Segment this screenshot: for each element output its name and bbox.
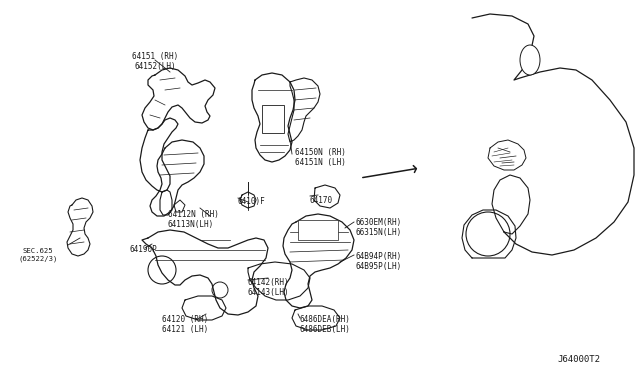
Bar bbox=[262, 105, 284, 133]
Bar bbox=[298, 220, 338, 240]
Text: J64000T2: J64000T2 bbox=[557, 355, 600, 364]
Text: 64190P: 64190P bbox=[130, 245, 157, 254]
Text: 6410)F: 6410)F bbox=[238, 197, 266, 206]
Text: 64150N (RH)
64151N (LH): 64150N (RH) 64151N (LH) bbox=[295, 148, 346, 167]
Text: SEC.625
(62522/3): SEC.625 (62522/3) bbox=[19, 248, 58, 262]
Text: 64B94P(RH)
64B95P(LH): 64B94P(RH) 64B95P(LH) bbox=[355, 252, 401, 272]
Text: 6486DEA(RH)
6486DEB(LH): 6486DEA(RH) 6486DEB(LH) bbox=[300, 315, 351, 334]
Text: 64170: 64170 bbox=[310, 196, 333, 205]
Text: 64120 (RH)
64121 (LH): 64120 (RH) 64121 (LH) bbox=[162, 315, 208, 334]
Text: 64151 (RH)
64152(LH): 64151 (RH) 64152(LH) bbox=[132, 52, 178, 71]
Text: 6630EM(RH)
66315N(LH): 6630EM(RH) 66315N(LH) bbox=[355, 218, 401, 237]
Text: 64112N (RH)
64113N(LH): 64112N (RH) 64113N(LH) bbox=[168, 210, 219, 230]
Ellipse shape bbox=[520, 45, 540, 75]
Text: 64142(RH)
64143(LH): 64142(RH) 64143(LH) bbox=[248, 278, 290, 297]
